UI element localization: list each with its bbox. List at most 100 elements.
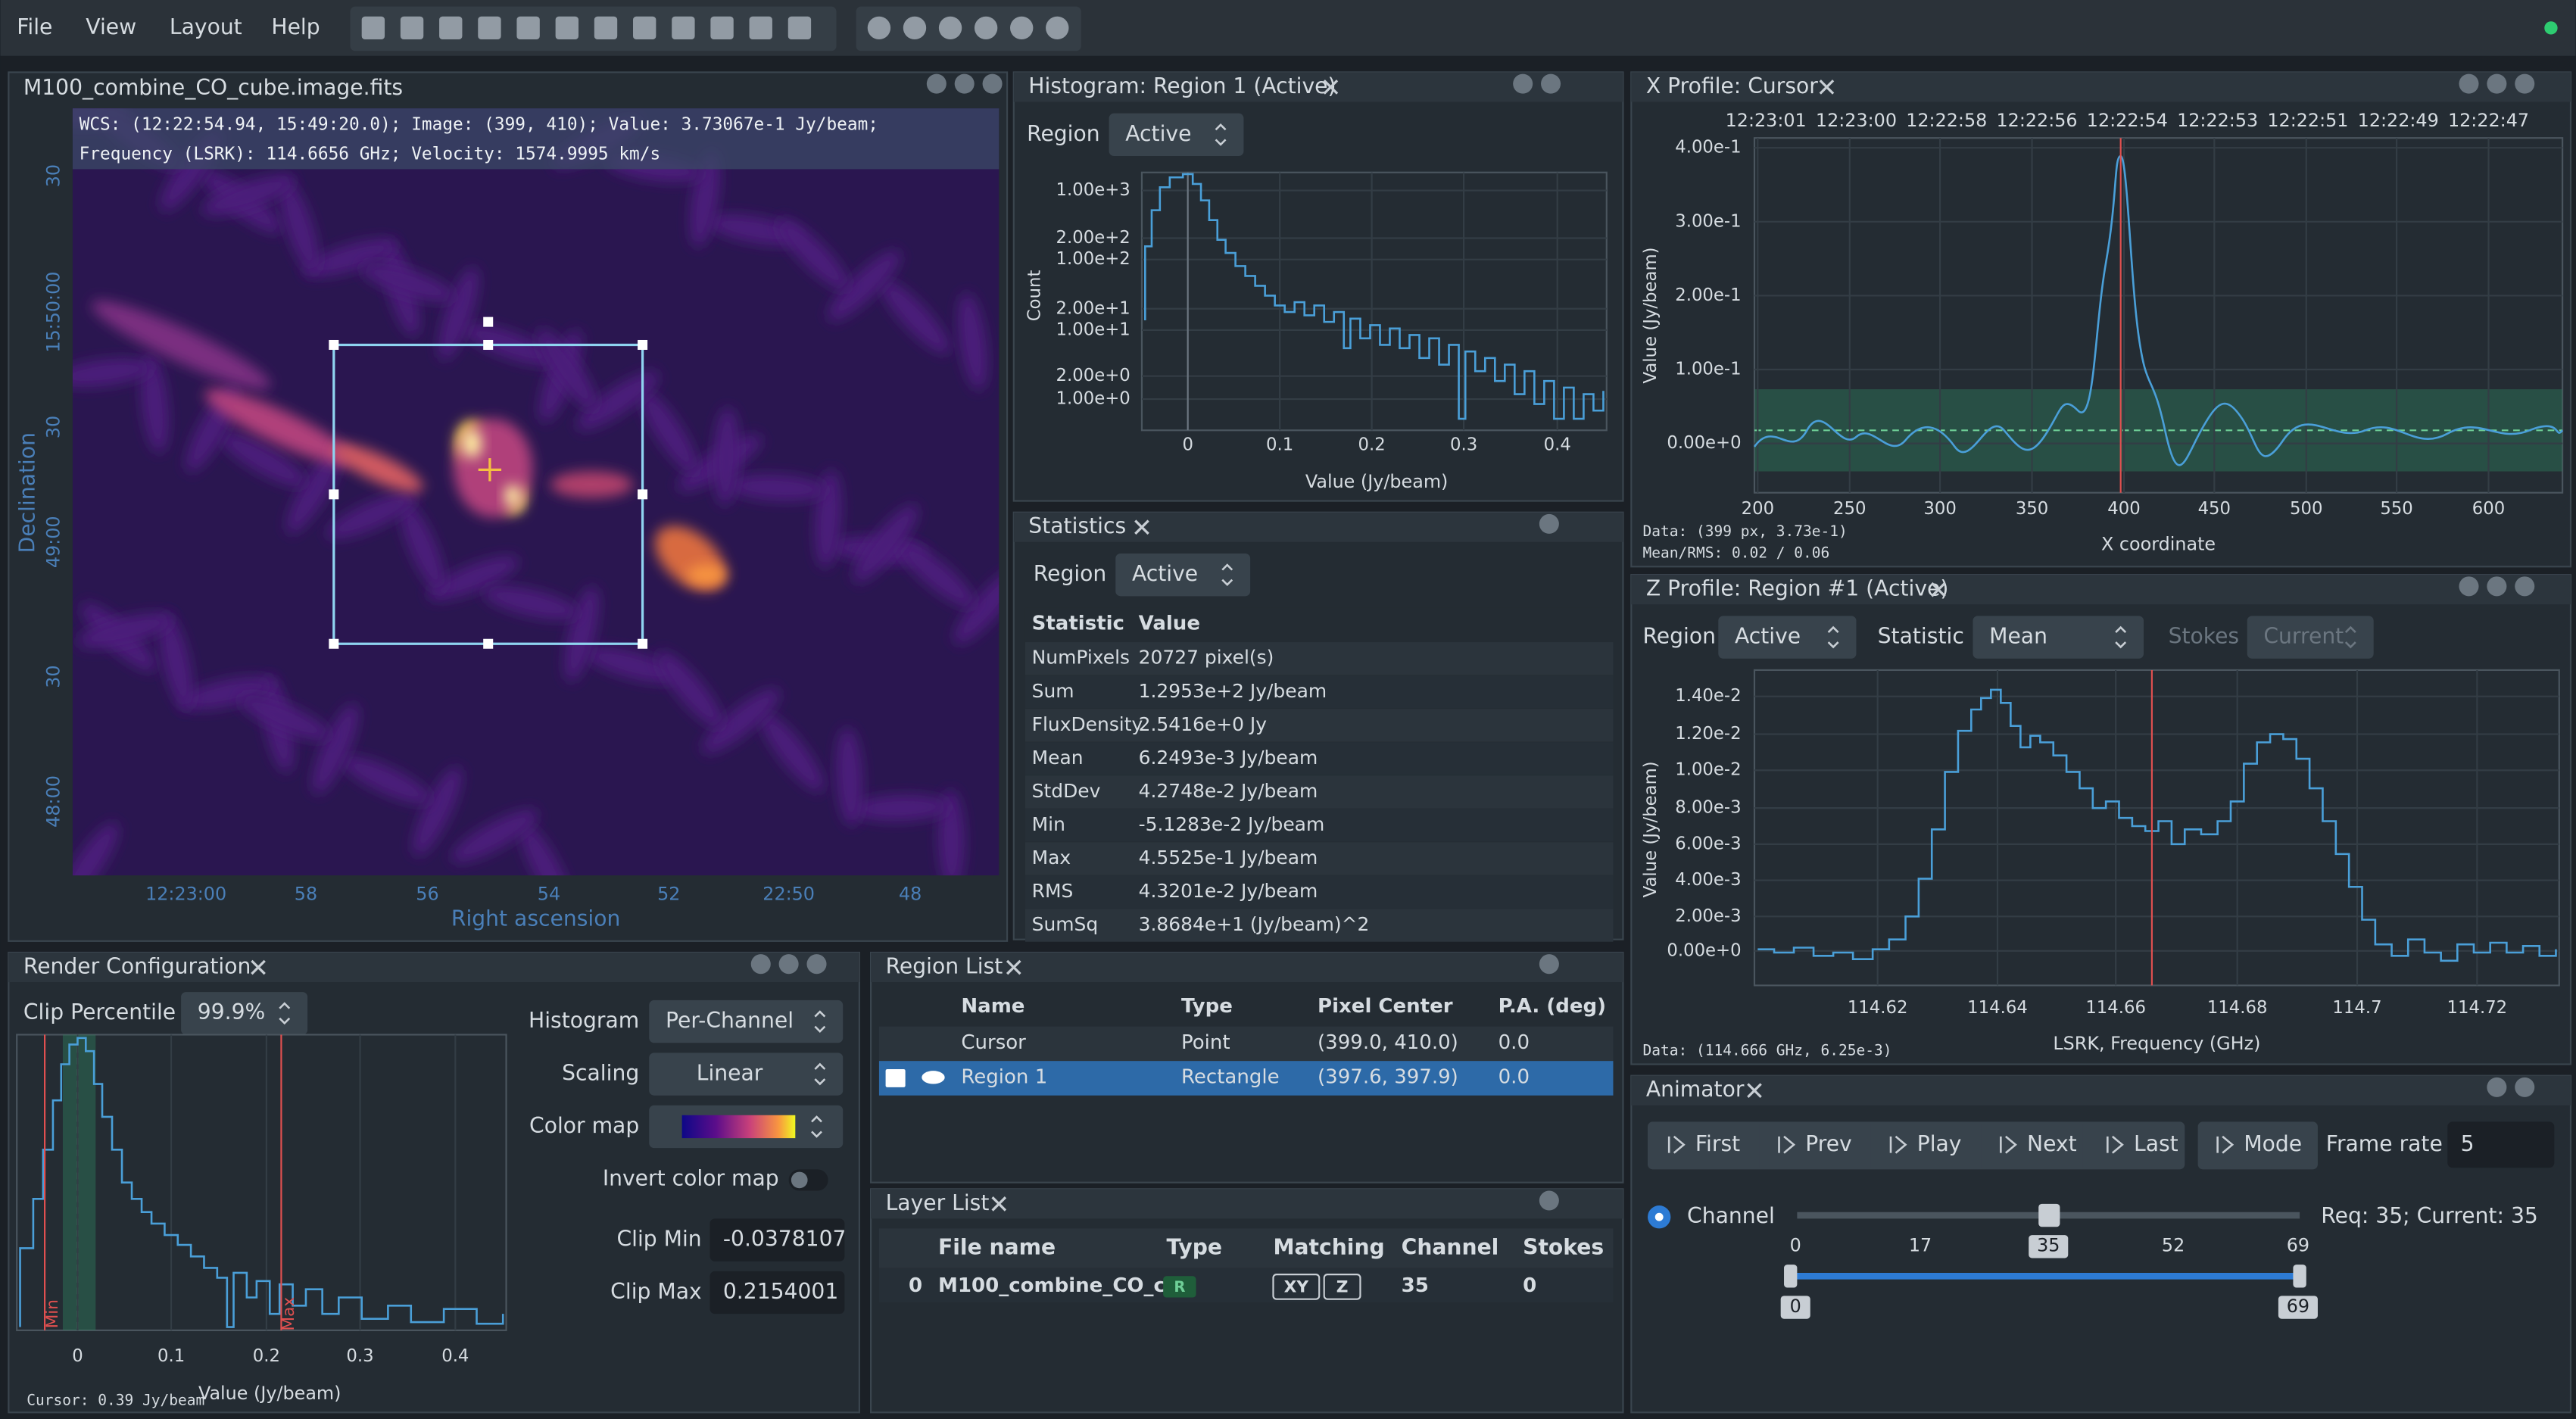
input[interactable] bbox=[709, 1218, 845, 1262]
panel-icon[interactable] bbox=[926, 73, 947, 94]
axis-label: LSRK, Frequency (GHz) bbox=[2053, 1033, 2260, 1054]
toolbar-icon[interactable] bbox=[400, 16, 424, 40]
button-label[interactable]: First bbox=[1695, 1131, 1740, 1156]
toolbar-icon[interactable] bbox=[787, 16, 812, 40]
range-handle[interactable] bbox=[1784, 1265, 1798, 1288]
button[interactable] bbox=[2197, 1121, 2318, 1170]
menu-item[interactable]: Help bbox=[271, 14, 320, 39]
button[interactable] bbox=[2088, 1123, 2181, 1168]
toolbar-icon[interactable] bbox=[594, 16, 618, 40]
panel-header bbox=[871, 953, 1623, 983]
range-handle[interactable] bbox=[2293, 1265, 2306, 1288]
button-label[interactable]: Mode bbox=[2244, 1131, 2302, 1156]
dropdown[interactable] bbox=[1109, 113, 1244, 157]
button[interactable] bbox=[1981, 1123, 2083, 1168]
toolbar-icon[interactable] bbox=[974, 16, 998, 40]
lock-icon[interactable] bbox=[885, 1069, 906, 1087]
button[interactable] bbox=[1759, 1123, 1863, 1168]
close-button[interactable] bbox=[1747, 1083, 1762, 1099]
toolbar-icon[interactable] bbox=[710, 16, 734, 40]
emission bbox=[72, 358, 153, 388]
toolbar-icon[interactable] bbox=[439, 16, 463, 40]
dropdown[interactable] bbox=[1718, 616, 1857, 659]
emission bbox=[239, 694, 331, 741]
table-row bbox=[1024, 909, 1614, 942]
badge[interactable] bbox=[1272, 1274, 1321, 1300]
dropdown[interactable] bbox=[1115, 553, 1251, 597]
y-tick-label: 2.00e+2 bbox=[1056, 228, 1131, 248]
button[interactable] bbox=[1649, 1123, 1751, 1168]
label: 0 bbox=[1523, 1274, 1536, 1297]
menu-item[interactable]: File bbox=[17, 14, 52, 39]
input[interactable] bbox=[709, 1271, 845, 1315]
slider-handle[interactable] bbox=[2038, 1203, 2060, 1227]
eye-icon[interactable] bbox=[922, 1071, 945, 1084]
toolbar-icon[interactable] bbox=[633, 16, 656, 40]
table-row[interactable] bbox=[878, 1061, 1614, 1096]
panel bbox=[1012, 71, 1624, 502]
dropdown[interactable] bbox=[649, 1000, 844, 1043]
panel-icon[interactable] bbox=[954, 73, 975, 94]
toolbar-icon[interactable] bbox=[749, 16, 772, 40]
dropdown[interactable] bbox=[2247, 616, 2374, 659]
panel-icon[interactable] bbox=[1513, 73, 1533, 94]
close-button[interactable] bbox=[1931, 582, 1946, 597]
panel-icon[interactable] bbox=[778, 954, 799, 975]
panel-icon[interactable] bbox=[2487, 576, 2507, 597]
region-handle bbox=[483, 317, 494, 327]
dropdown[interactable] bbox=[181, 992, 308, 1035]
panel-icon[interactable] bbox=[806, 954, 827, 975]
button[interactable] bbox=[1870, 1123, 1973, 1168]
button-label[interactable]: Next bbox=[2027, 1131, 2077, 1156]
button-label[interactable]: Play bbox=[1917, 1131, 1962, 1156]
close-button[interactable] bbox=[1006, 959, 1021, 975]
toolbar-icon[interactable] bbox=[1010, 16, 1034, 40]
close-button[interactable] bbox=[1323, 80, 1339, 95]
toolbar-icon[interactable] bbox=[672, 16, 695, 40]
dropdown[interactable] bbox=[1973, 616, 2144, 659]
toolbar-icon[interactable] bbox=[903, 16, 927, 40]
x-tick-label: 0.4 bbox=[1544, 435, 1571, 454]
y-tick-label: 30 bbox=[43, 164, 64, 187]
panel-icon[interactable] bbox=[1541, 73, 1561, 94]
toolbar-icon[interactable] bbox=[478, 16, 501, 40]
toolbar-icon[interactable] bbox=[1046, 16, 1069, 40]
slider-value-box bbox=[2029, 1235, 2069, 1258]
close-button[interactable] bbox=[1819, 80, 1835, 95]
menu-item[interactable]: View bbox=[86, 14, 136, 39]
panel-icon[interactable] bbox=[2459, 576, 2479, 597]
close-button[interactable] bbox=[1134, 519, 1149, 535]
toolbar-icon[interactable] bbox=[361, 16, 385, 40]
input[interactable] bbox=[2447, 1121, 2555, 1168]
panel-icon[interactable] bbox=[2459, 73, 2479, 94]
profile-info: Data: (114.666 GHz, 6.25e-3) bbox=[1642, 1042, 1891, 1059]
panel-icon[interactable] bbox=[2515, 576, 2535, 597]
x-tick-label: 114.7 bbox=[2332, 998, 2381, 1018]
toolbar-icon[interactable] bbox=[938, 16, 962, 40]
panel-icon[interactable] bbox=[2487, 1077, 2507, 1097]
table-cell: Min bbox=[1032, 813, 1065, 835]
panel-icon[interactable] bbox=[1539, 513, 1559, 534]
close-button[interactable] bbox=[991, 1196, 1007, 1212]
toolbar-icon[interactable] bbox=[867, 16, 891, 40]
button-label[interactable]: Last bbox=[2134, 1131, 2178, 1156]
panel-icon[interactable] bbox=[1539, 1190, 1559, 1211]
toolbar-icon[interactable] bbox=[555, 16, 579, 40]
dropdown[interactable] bbox=[649, 1053, 844, 1096]
panel-icon[interactable] bbox=[2515, 73, 2535, 94]
badge[interactable] bbox=[1323, 1274, 1361, 1300]
emission bbox=[585, 647, 681, 684]
table-row[interactable] bbox=[878, 1026, 1614, 1062]
panel-icon[interactable] bbox=[750, 954, 771, 975]
menu-item[interactable]: Layout bbox=[170, 14, 242, 39]
panel-icon[interactable] bbox=[2487, 73, 2507, 94]
button-label[interactable]: Prev bbox=[1805, 1131, 1852, 1156]
panel-icon[interactable] bbox=[2515, 1077, 2535, 1097]
emission bbox=[201, 175, 295, 216]
panel-icon[interactable] bbox=[982, 73, 1003, 94]
panel-icon[interactable] bbox=[1539, 954, 1559, 975]
close-button[interactable] bbox=[251, 959, 266, 975]
toolbar-icon[interactable] bbox=[516, 16, 540, 40]
label: Stokes bbox=[2169, 624, 2240, 649]
y-tick-label: 1.00e+1 bbox=[1056, 320, 1131, 339]
